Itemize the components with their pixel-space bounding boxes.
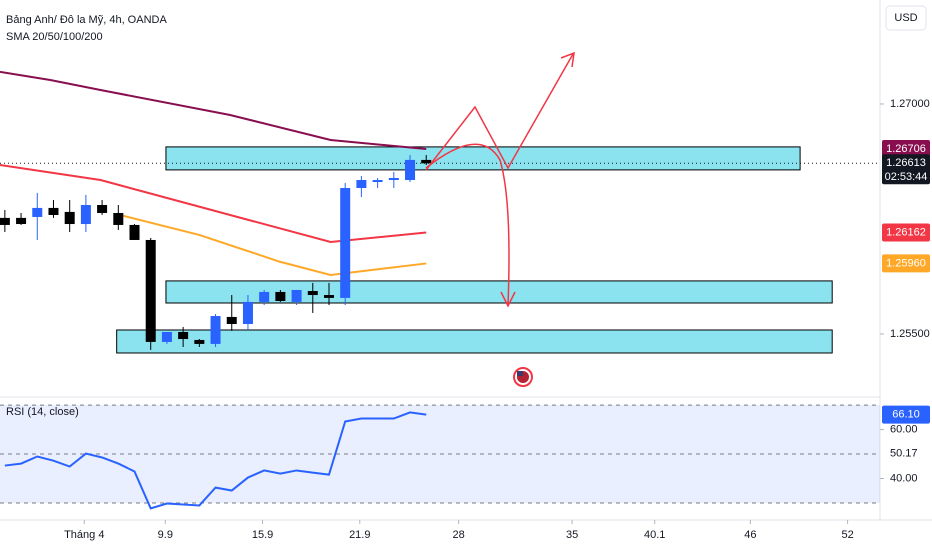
candle-body [129, 224, 140, 240]
candle-body [372, 180, 383, 183]
sma-badge [882, 223, 930, 242]
arrow-head [500, 291, 516, 308]
candle-body [161, 331, 172, 342]
sma-badge-text: 1.26162 [886, 226, 926, 238]
rsi-ma-label: 50.17 [890, 448, 918, 460]
rsi-line [4, 411, 427, 510]
chart-subtitle: SMA 20/50/100/200 [6, 31, 103, 43]
candle-body [113, 212, 124, 225]
arrow-path [425, 53, 574, 171]
candle-body [210, 316, 221, 344]
candle-body [226, 316, 237, 325]
rsi-badge-text: 66.10 [892, 409, 920, 421]
x-tick-label: 46 [744, 529, 756, 541]
drawn-arrows [425, 51, 575, 308]
rsi-badge [882, 405, 930, 424]
sma-badge-text: 1.26706 [886, 143, 926, 155]
price-badge-countdown: 02:53:44 [885, 171, 928, 183]
candle-body [291, 289, 302, 302]
sma-badge [882, 140, 930, 159]
flag-canton[interactable] [517, 371, 523, 376]
arrow-path [425, 143, 510, 306]
zone [165, 146, 801, 171]
zone [116, 329, 833, 354]
price-badge [882, 154, 930, 185]
x-tick-label: 35 [566, 529, 578, 541]
x-tick-label: 9.9 [158, 529, 173, 541]
x-tick-label: 40.1 [644, 529, 665, 541]
candle-body [48, 207, 59, 215]
candle-body [356, 180, 367, 188]
candle-body [340, 187, 351, 298]
candle-body [32, 207, 43, 217]
sma-line [119, 214, 427, 276]
event-flag[interactable] [513, 367, 533, 387]
currency-button[interactable] [885, 5, 927, 31]
x-tick-label: Tháng 4 [64, 529, 104, 541]
marks [0, 70, 880, 510]
sma-badge-text: 1.25960 [886, 257, 926, 269]
x-tick-label: 15.9 [252, 529, 273, 541]
candle-body [242, 301, 253, 325]
candle-body [323, 295, 334, 298]
candle-body [80, 205, 91, 225]
sma-line [0, 164, 427, 243]
y-tick-label: 1.27000 [890, 98, 930, 110]
candle-body [275, 291, 286, 302]
candle-body [145, 239, 156, 342]
rsi-title: RSI (14, close) [6, 406, 79, 418]
x-tick-label: 21.9 [349, 529, 370, 541]
x-tick-label: 28 [453, 529, 465, 541]
candle-body [0, 217, 10, 225]
candle-body [64, 211, 75, 225]
y-tick-label: 60.00 [890, 423, 918, 435]
currency-label[interactable]: USD [894, 12, 917, 24]
candle-body [194, 339, 205, 344]
candle-body [97, 205, 108, 213]
sma-badge [882, 254, 930, 273]
candle-body [259, 291, 270, 302]
chart-title: Bảng Anh/ Đô la Mỹ, 4h, OANDA [6, 14, 167, 26]
x-tick-label: 52 [841, 529, 853, 541]
candle-body [421, 159, 432, 164]
arrow-head [560, 51, 575, 68]
candle-body [388, 178, 399, 181]
candle-body [405, 159, 416, 181]
y-tick-label: 40.00 [890, 472, 918, 484]
sma-line [0, 70, 427, 151]
price-badge-text: 1.26613 [886, 157, 926, 169]
candle-body [307, 291, 318, 296]
candle-body [178, 331, 189, 340]
candle-body [16, 217, 27, 225]
y-tick-label: 1.25500 [890, 328, 930, 340]
